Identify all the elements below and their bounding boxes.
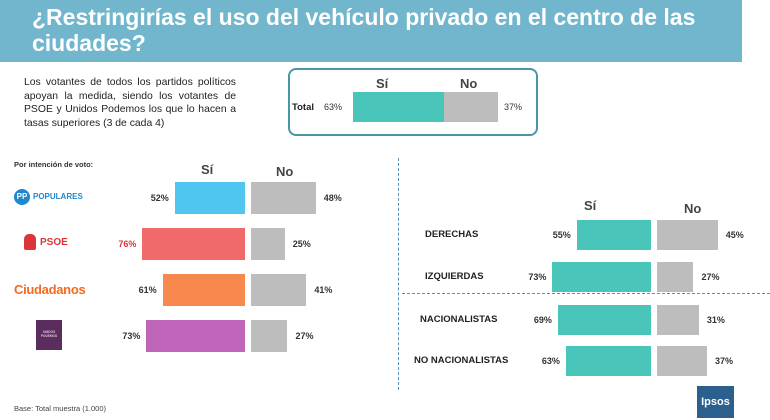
party-no-bar bbox=[251, 274, 307, 306]
pp-badge: PP bbox=[14, 189, 30, 205]
total-si-label: 63% bbox=[324, 102, 343, 112]
ideology-si-bar bbox=[565, 346, 651, 376]
parties-no-header: No bbox=[276, 164, 294, 179]
ideology-row-label: NACIONALISTAS bbox=[420, 314, 498, 325]
parties-si-header: Sí bbox=[201, 162, 214, 177]
total-panel: Sí No Total 63% 37% bbox=[288, 68, 538, 136]
intro-text: Los votantes de todos los partidos polít… bbox=[24, 77, 236, 129]
ideology-si-bar bbox=[552, 262, 651, 292]
party-si-bar bbox=[142, 228, 245, 260]
total-no-label: 37% bbox=[504, 102, 523, 112]
ipsos-logo: Ipsos bbox=[697, 386, 734, 418]
party-no-label: 25% bbox=[292, 239, 311, 249]
page-title: ¿Restringirías el uso del vehículo priva… bbox=[32, 4, 696, 56]
party-logo: PSOE bbox=[14, 232, 104, 256]
party-no-bar bbox=[251, 320, 288, 352]
ideology-no-bar bbox=[657, 262, 694, 292]
ideology-row-label: NO NACIONALISTAS bbox=[414, 355, 509, 366]
ideology-no-bar bbox=[657, 220, 718, 250]
total-si-bar bbox=[353, 92, 445, 122]
ideology-no-header: No bbox=[684, 201, 702, 216]
ideology-si-bar bbox=[576, 220, 651, 250]
title-banner: ¿Restringirías el uso del vehículo priva… bbox=[0, 0, 742, 62]
party-no-label: 48% bbox=[323, 193, 342, 203]
party-no-label: 27% bbox=[295, 331, 314, 341]
party-si-bar bbox=[174, 182, 245, 214]
party-si-bar bbox=[162, 274, 245, 306]
ideology-si-label: 63% bbox=[541, 356, 560, 366]
total-no-header: No bbox=[460, 76, 478, 91]
party-no-bar bbox=[251, 182, 316, 214]
total-row-label: Total bbox=[292, 102, 314, 113]
party-logo: UNIDOS PODEMOS bbox=[14, 320, 104, 350]
ideology-no-label: 45% bbox=[725, 230, 744, 240]
parties-subtitle: Por intención de voto: bbox=[14, 160, 94, 169]
ideology-si-label: 73% bbox=[528, 272, 547, 282]
total-si-header: Sí bbox=[376, 76, 389, 91]
party-logo-text: PSOE bbox=[40, 237, 68, 248]
ideology-no-bar bbox=[657, 305, 699, 335]
ideology-si-bar bbox=[557, 305, 651, 335]
party-si-label: 61% bbox=[138, 285, 157, 295]
party-si-label: 73% bbox=[122, 331, 141, 341]
party-si-label: 52% bbox=[150, 193, 169, 203]
party-logo: Ciudadanos bbox=[14, 278, 104, 302]
party-logo-text: POPULARES bbox=[33, 192, 83, 201]
party-no-label: 41% bbox=[314, 285, 333, 295]
ideology-no-label: 31% bbox=[706, 315, 725, 325]
party-no-bar bbox=[251, 228, 285, 260]
party-logo-text: UNIDOS PODEMOS bbox=[40, 330, 58, 338]
ideology-no-label: 37% bbox=[714, 356, 733, 366]
party-si-bar bbox=[146, 320, 245, 352]
ideology-si-label: 69% bbox=[533, 315, 552, 325]
ideology-row-label: DERECHAS bbox=[425, 229, 479, 240]
vertical-divider bbox=[398, 158, 399, 390]
party-logo: PP POPULARES bbox=[14, 186, 104, 210]
party-logo-text: Ciudadanos bbox=[14, 282, 86, 297]
horizontal-divider bbox=[402, 293, 770, 294]
total-no-bar bbox=[444, 92, 498, 122]
rose-icon bbox=[24, 234, 36, 250]
ideology-no-bar bbox=[657, 346, 707, 376]
ideology-row-label: IZQUIERDAS bbox=[425, 271, 484, 282]
ideology-no-label: 27% bbox=[701, 272, 720, 282]
ideology-si-label: 55% bbox=[552, 230, 571, 240]
party-si-label: 76% bbox=[118, 239, 137, 249]
ideology-si-header: Sí bbox=[584, 198, 597, 213]
podemos-logo-box bbox=[36, 320, 62, 350]
base-note: Base: Total muestra (1.000) bbox=[14, 404, 106, 413]
